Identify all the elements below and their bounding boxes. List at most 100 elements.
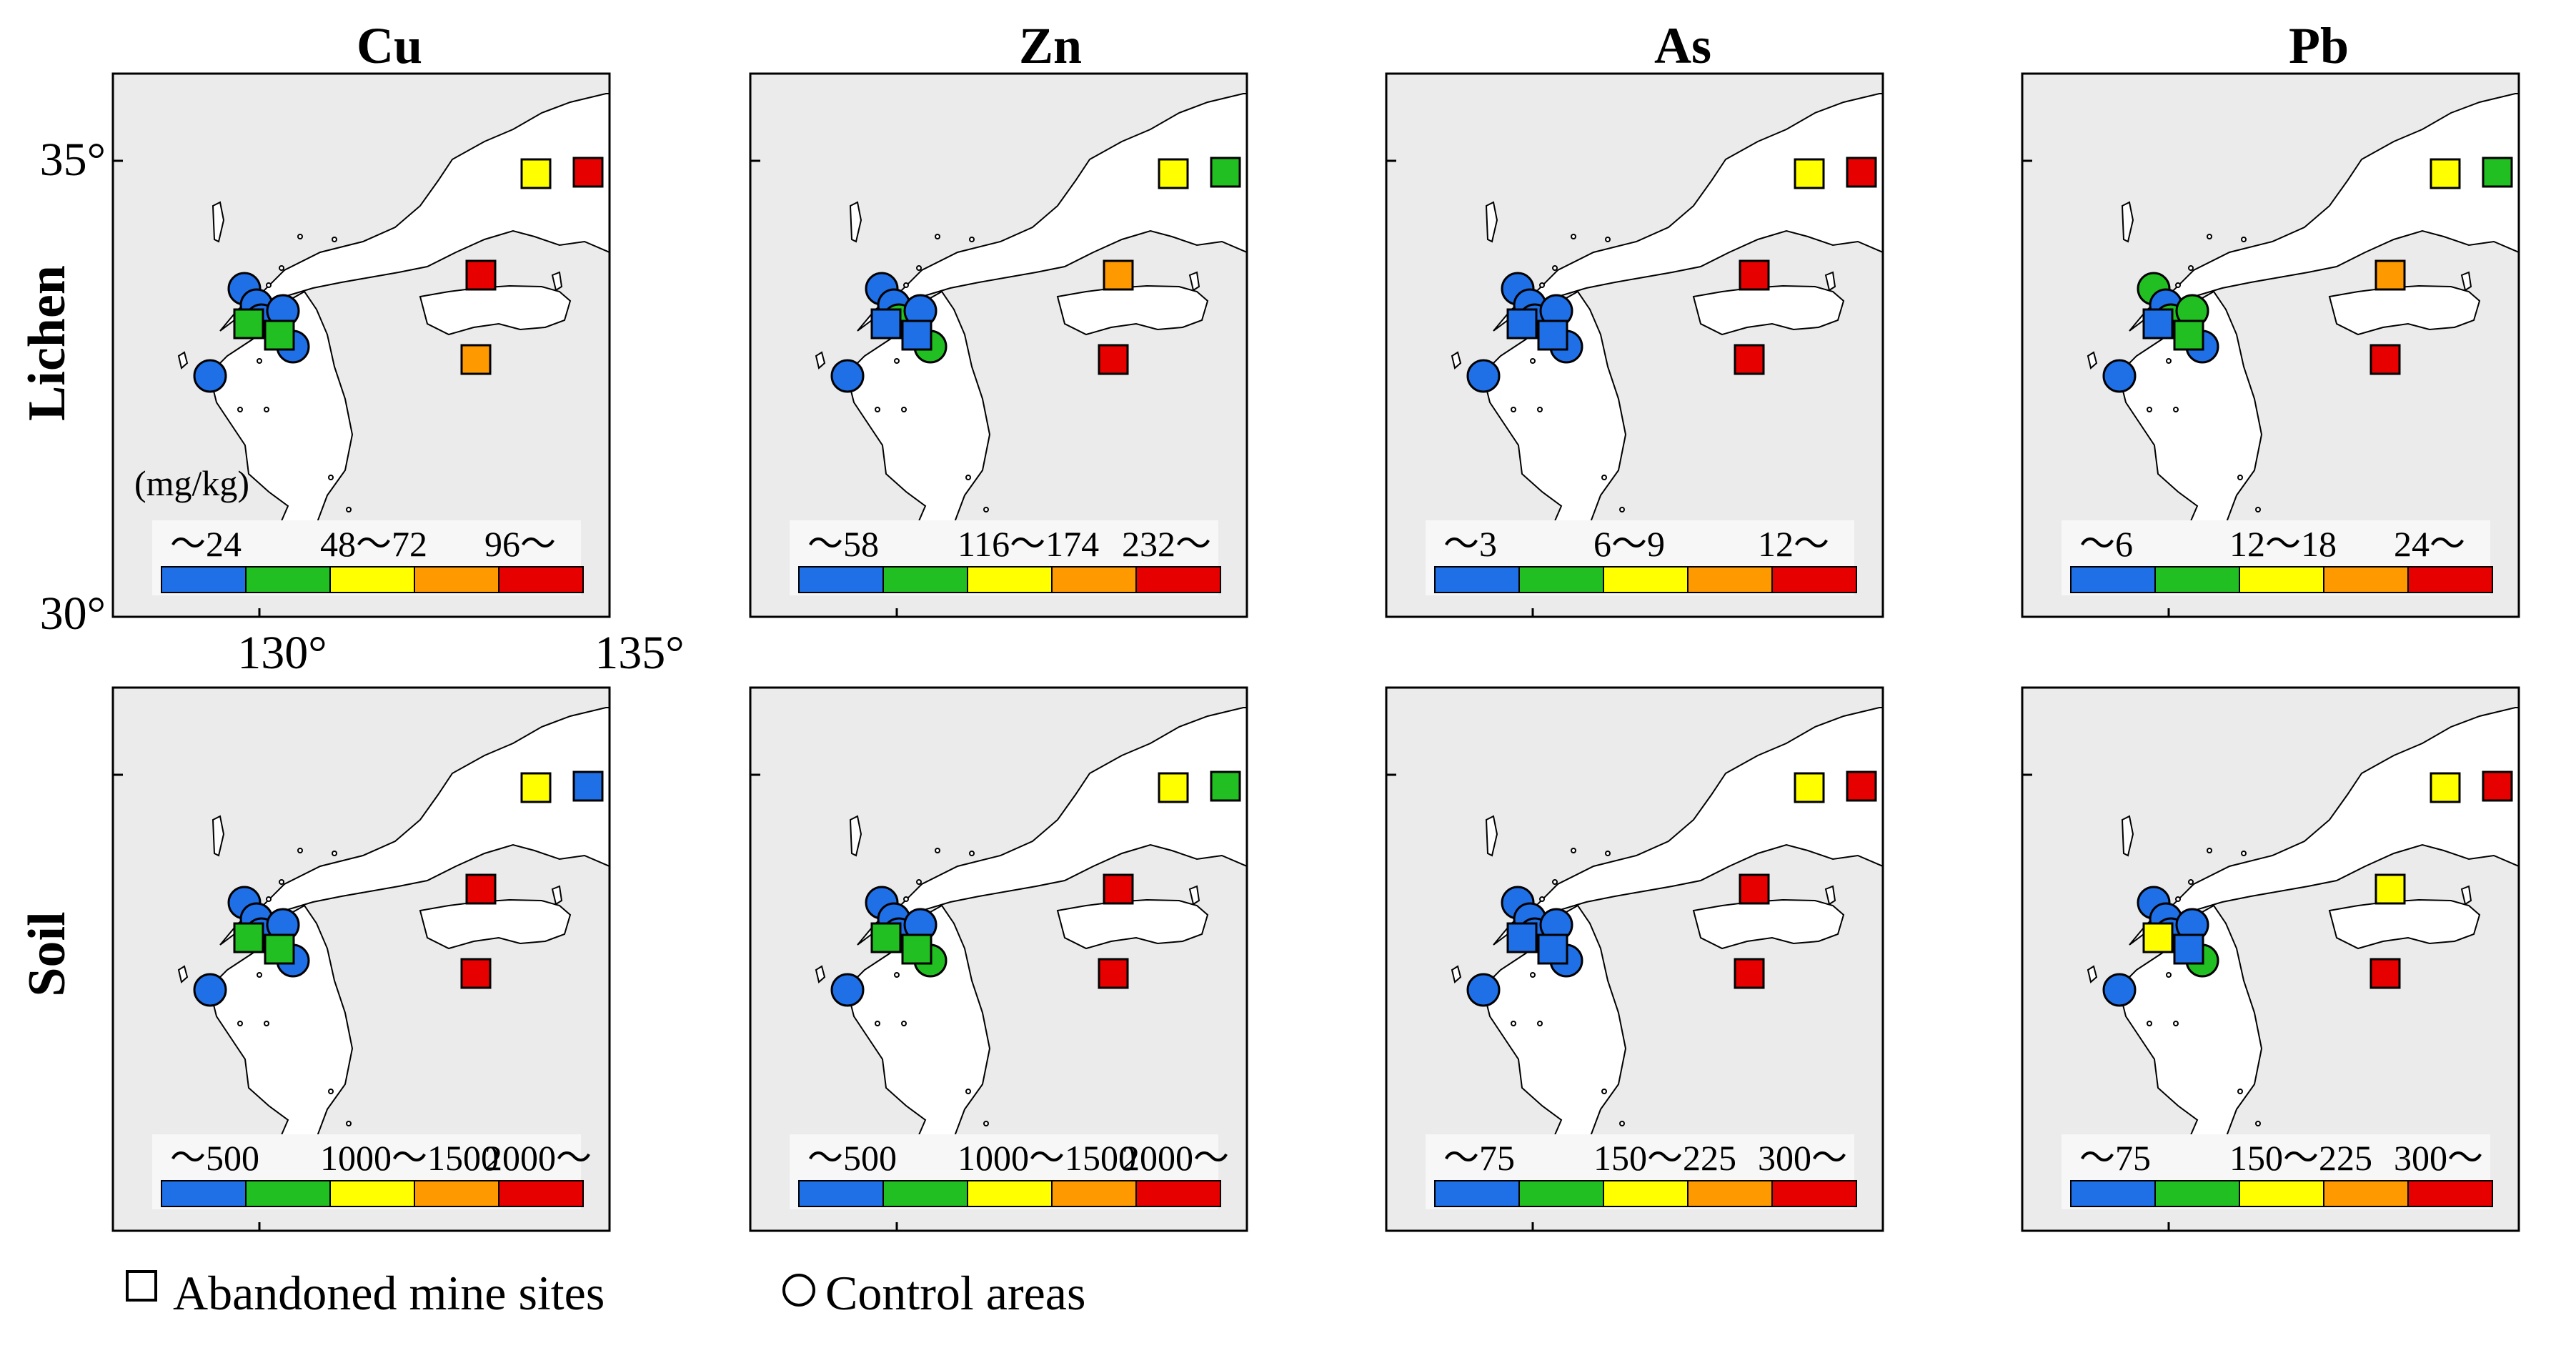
scale-swatch bbox=[414, 566, 499, 593]
islet bbox=[332, 237, 337, 242]
mine-site-marker bbox=[1794, 772, 1825, 803]
mine-site-marker bbox=[1734, 958, 1765, 989]
scale-label: ～500 bbox=[807, 1138, 897, 1178]
scale-swatch bbox=[1051, 566, 1137, 593]
mine-site-marker bbox=[870, 922, 902, 953]
row-label-soil: Soil bbox=[18, 911, 76, 996]
column-header-pb: Pb bbox=[2289, 17, 2349, 74]
islet bbox=[1571, 848, 1576, 853]
scale-swatch bbox=[2070, 566, 2156, 593]
mine-site-marker bbox=[1210, 157, 1241, 188]
scale-swatch bbox=[1434, 566, 1520, 593]
scale-swatch bbox=[882, 566, 968, 593]
landmass bbox=[177, 351, 189, 370]
mine-site-marker bbox=[2374, 873, 2406, 905]
landmass bbox=[857, 93, 1247, 332]
panel-frame bbox=[2021, 72, 2520, 618]
scale-swatch bbox=[1051, 1180, 1137, 1207]
mine-site-marker bbox=[2430, 158, 2461, 189]
scale-swatch bbox=[2323, 566, 2409, 593]
row-label-lichen: Lichen bbox=[18, 265, 76, 421]
landmass bbox=[551, 885, 563, 906]
land-group bbox=[2087, 93, 2519, 595]
scale-label: 2000～ bbox=[1122, 1138, 1229, 1178]
landmass bbox=[2087, 965, 2098, 983]
islet bbox=[1552, 265, 1558, 271]
scale-label: 232～ bbox=[1122, 524, 1211, 564]
islet bbox=[1539, 282, 1545, 288]
mine-site-marker bbox=[572, 157, 604, 188]
panel-frame bbox=[749, 72, 1248, 618]
lat-label-30: 30° bbox=[40, 588, 106, 640]
scale-swatch bbox=[329, 1180, 415, 1207]
lon-label-135: 135° bbox=[595, 627, 684, 679]
islet bbox=[1552, 879, 1558, 885]
islet bbox=[894, 358, 900, 364]
landmass bbox=[219, 707, 610, 946]
mine-site-marker bbox=[2142, 308, 2174, 340]
mine-site-marker bbox=[1098, 958, 1129, 989]
scale-label: ～500 bbox=[170, 1138, 259, 1178]
scale-swatch bbox=[1687, 1180, 1773, 1207]
land-group bbox=[815, 93, 1247, 595]
panel-frame bbox=[111, 72, 611, 618]
scale-label: 24～ bbox=[2394, 524, 2465, 564]
islet bbox=[2241, 851, 2247, 856]
islet bbox=[983, 1121, 989, 1126]
panel-frame bbox=[2021, 686, 2520, 1232]
landmass bbox=[1493, 93, 1883, 332]
control-area-marker bbox=[2102, 973, 2137, 1007]
landmass bbox=[849, 815, 862, 857]
land-group bbox=[1451, 707, 1883, 1209]
islet bbox=[969, 851, 975, 856]
mine-site-marker bbox=[2430, 772, 2461, 803]
scale-swatch bbox=[798, 1180, 884, 1207]
landmass bbox=[1824, 271, 1836, 292]
mine-site-marker bbox=[2482, 157, 2513, 188]
islet bbox=[266, 282, 272, 288]
legend-square-icon bbox=[126, 1270, 157, 1302]
scale-label: 12～ bbox=[1758, 524, 1829, 564]
landmass bbox=[2087, 351, 2098, 370]
islet bbox=[916, 265, 922, 271]
mine-site-marker bbox=[233, 308, 264, 340]
scale-swatch bbox=[2070, 1180, 2156, 1207]
mine-site-marker bbox=[901, 319, 933, 351]
landmass bbox=[1188, 271, 1200, 292]
legend-control-label: Control areas bbox=[825, 1266, 1085, 1320]
islet bbox=[1537, 1021, 1543, 1026]
mine-site-marker bbox=[520, 772, 552, 803]
scale-swatch bbox=[1771, 566, 1857, 593]
mine-site-marker bbox=[520, 158, 552, 189]
mine-site-marker bbox=[1739, 873, 1770, 905]
scale-swatch bbox=[245, 566, 331, 593]
scale-swatch bbox=[161, 566, 247, 593]
islet bbox=[2188, 265, 2194, 271]
mine-site-marker bbox=[465, 873, 497, 905]
islet bbox=[257, 358, 262, 364]
islet bbox=[1601, 1089, 1607, 1094]
islet bbox=[1619, 507, 1625, 512]
scale-swatch bbox=[2154, 1180, 2240, 1207]
islet bbox=[1571, 234, 1576, 239]
scale-swatch bbox=[245, 1180, 331, 1207]
landmass bbox=[815, 351, 826, 370]
mine-site-marker bbox=[1158, 772, 1189, 803]
islet bbox=[237, 1021, 243, 1026]
land-group bbox=[177, 93, 610, 595]
islet bbox=[2241, 237, 2247, 242]
islet bbox=[1511, 1021, 1516, 1026]
scale-swatch bbox=[2154, 566, 2240, 593]
islet bbox=[297, 234, 303, 239]
islet bbox=[916, 879, 922, 885]
scale-swatch bbox=[1687, 566, 1773, 593]
scale-swatch bbox=[1603, 1180, 1689, 1207]
scale-swatch bbox=[2239, 1180, 2324, 1207]
column-header-as: As bbox=[1654, 17, 1711, 74]
islet bbox=[2255, 1121, 2261, 1126]
panel-frame bbox=[1385, 686, 1884, 1232]
islet bbox=[257, 972, 262, 978]
islet bbox=[983, 507, 989, 512]
